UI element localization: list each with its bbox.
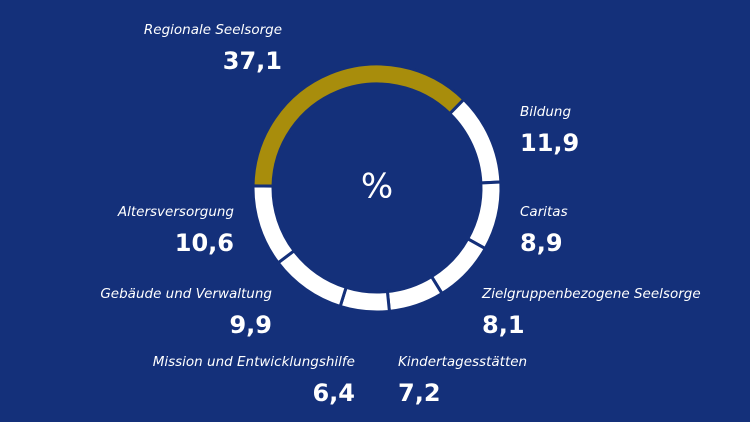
category-label: Zielgruppenbezogene Seelsorge [481, 286, 701, 302]
category-label: Altersversorgung [117, 204, 235, 220]
value-label: 8,9 [520, 229, 563, 257]
value-label: 7,2 [398, 379, 441, 407]
center-label: % [361, 167, 393, 207]
value-label: 10,6 [175, 229, 234, 257]
category-label: Regionale Seelsorge [144, 22, 282, 38]
donut-segment [251, 184, 297, 265]
category-label: Kindertagesstätten [398, 354, 527, 370]
value-label: 9,9 [229, 311, 272, 339]
value-label: 8,1 [482, 311, 525, 339]
category-label: Bildung [520, 104, 571, 120]
value-label: 6,4 [312, 379, 355, 407]
value-label: 37,1 [223, 47, 282, 75]
category-label: Gebäude und Verwaltung [100, 286, 272, 302]
category-label: Mission und Entwicklungshilfe [153, 354, 355, 370]
donut-segment [338, 285, 392, 314]
value-label: 11,9 [520, 129, 579, 157]
category-label: Caritas [520, 204, 568, 220]
